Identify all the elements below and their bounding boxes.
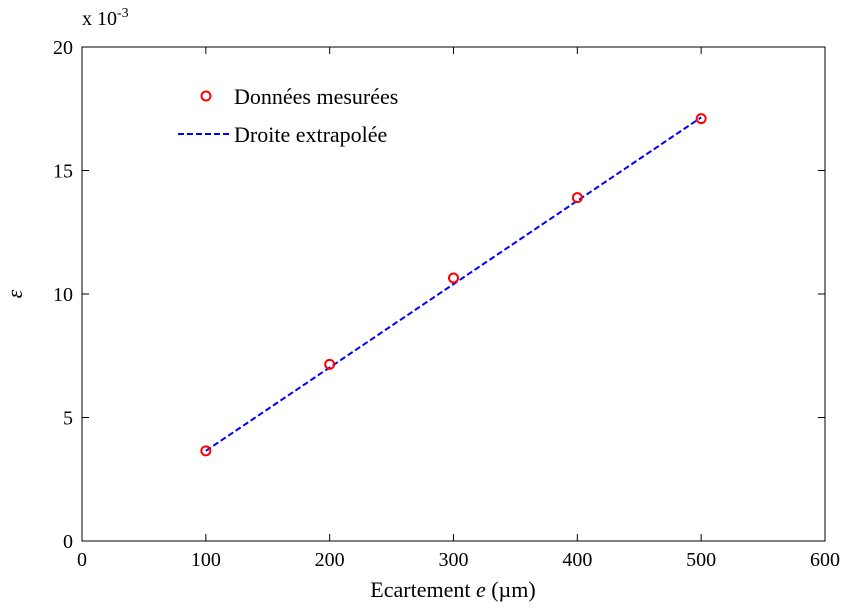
- x-tick-label: 400: [562, 549, 592, 571]
- y-tick-label: 10: [53, 284, 73, 306]
- legend-label-measured: Données mesurées: [234, 84, 398, 109]
- data-point: [200, 445, 212, 457]
- y-multiplier-exponent: -3: [117, 6, 129, 21]
- legend-label-fit: Droite extrapolée: [234, 122, 387, 147]
- x-axis-label-variable: e: [476, 577, 486, 602]
- plot-frame: [81, 46, 826, 542]
- data-point: [695, 113, 707, 125]
- y-tick-label: 15: [53, 161, 73, 183]
- x-axis-label-unit: (µm): [486, 577, 536, 602]
- series-line-fit: [205, 116, 702, 452]
- data-point: [324, 358, 336, 370]
- y-tick-label: 20: [53, 37, 73, 59]
- legend: Données mesurées Droite extrapolée: [178, 84, 398, 147]
- x-tick-label: 600: [810, 549, 840, 571]
- y-tick-label: 0: [63, 531, 73, 553]
- y-tick-label: 5: [63, 408, 73, 430]
- x-tick-label: 0: [77, 549, 87, 571]
- series-layer: [200, 113, 707, 457]
- x-tick-label: 500: [686, 549, 716, 571]
- y-axis-label: ε: [2, 289, 27, 298]
- x-tick-label: 100: [191, 549, 221, 571]
- x-axis-label-prefix: Ecartement: [370, 577, 476, 602]
- x-tick-label: 300: [439, 549, 469, 571]
- legend-marker-measured: [200, 90, 212, 102]
- x-tick-label: 200: [315, 549, 345, 571]
- ticks-layer: 0 100 200 300 400 500 600 0 5 10 15 20: [53, 37, 840, 571]
- x-axis-label: Ecartement e (µm): [370, 577, 535, 602]
- data-point: [448, 272, 459, 284]
- y-axis-multiplier: x 10-3: [82, 6, 129, 30]
- y-multiplier-base: x 10: [82, 8, 117, 30]
- data-point: [571, 192, 583, 204]
